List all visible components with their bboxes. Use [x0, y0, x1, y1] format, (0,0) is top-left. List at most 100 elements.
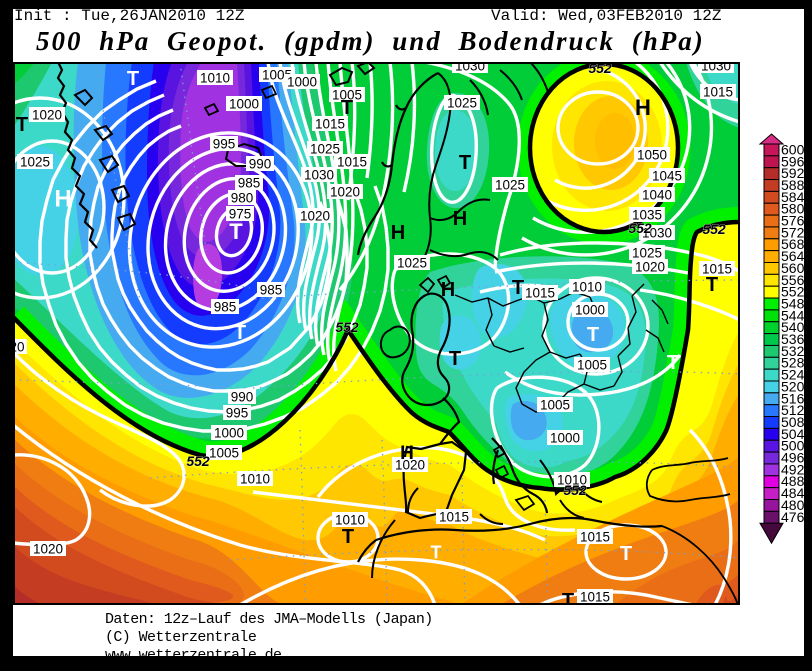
- svg-text:520: 520: [781, 378, 805, 394]
- svg-text:980: 980: [231, 191, 254, 206]
- svg-text:548: 548: [781, 295, 805, 311]
- svg-text:1020: 1020: [395, 458, 425, 473]
- svg-text:H: H: [441, 279, 455, 301]
- svg-text:T: T: [449, 348, 461, 370]
- svg-text:T: T: [342, 526, 354, 548]
- svg-text:1025: 1025: [397, 256, 427, 271]
- svg-text:540: 540: [781, 319, 805, 335]
- svg-text:552: 552: [588, 62, 612, 76]
- svg-text:H: H: [400, 443, 414, 464]
- svg-text:1010: 1010: [335, 513, 365, 528]
- svg-text:1015: 1015: [580, 530, 610, 545]
- svg-text:H: H: [54, 186, 71, 213]
- svg-text:1025: 1025: [20, 155, 50, 170]
- svg-text:H: H: [453, 208, 467, 230]
- svg-text:1025: 1025: [632, 246, 662, 261]
- svg-text:556: 556: [781, 272, 805, 288]
- svg-text:524: 524: [781, 367, 805, 383]
- svg-text:1030: 1030: [304, 168, 334, 183]
- svg-text:T: T: [234, 322, 246, 344]
- svg-text:488: 488: [781, 473, 805, 489]
- svg-text:552: 552: [186, 453, 210, 469]
- svg-text:1020: 1020: [32, 108, 62, 123]
- svg-text:536: 536: [781, 331, 805, 347]
- svg-text:1030: 1030: [642, 226, 672, 241]
- svg-text:T: T: [127, 68, 139, 90]
- svg-text:T: T: [16, 114, 28, 136]
- svg-text:H: H: [391, 222, 405, 244]
- svg-text:T: T: [341, 97, 353, 119]
- svg-text:572: 572: [781, 224, 805, 240]
- svg-text:1030: 1030: [701, 62, 731, 74]
- svg-text:580: 580: [781, 201, 805, 217]
- svg-text:1015: 1015: [703, 85, 733, 100]
- svg-text:1015: 1015: [337, 155, 367, 170]
- svg-text:1010: 1010: [557, 473, 587, 488]
- svg-text:496: 496: [781, 450, 805, 466]
- svg-text:1000: 1000: [287, 75, 317, 90]
- svg-text:516: 516: [781, 390, 805, 406]
- svg-text:985: 985: [214, 300, 237, 315]
- svg-text:1040: 1040: [642, 188, 672, 203]
- svg-text:1010: 1010: [240, 472, 270, 487]
- svg-text:1015: 1015: [702, 262, 732, 277]
- svg-text:528: 528: [781, 355, 805, 371]
- svg-text:588: 588: [781, 177, 805, 193]
- svg-text:1005: 1005: [209, 446, 239, 461]
- svg-text:975: 975: [229, 207, 252, 222]
- svg-text:492: 492: [781, 461, 805, 477]
- svg-text:1025: 1025: [447, 96, 477, 111]
- svg-text:995: 995: [213, 137, 236, 152]
- svg-text:596: 596: [781, 153, 805, 169]
- svg-text:1005: 1005: [332, 88, 362, 103]
- svg-text:1000: 1000: [575, 303, 605, 318]
- svg-text:504: 504: [781, 426, 805, 442]
- svg-text:532: 532: [781, 343, 805, 359]
- svg-text:990: 990: [231, 390, 254, 405]
- svg-text:1045: 1045: [652, 169, 682, 184]
- svg-text:1020: 1020: [300, 209, 330, 224]
- svg-text:1000: 1000: [229, 97, 259, 112]
- svg-text:1030: 1030: [455, 62, 485, 74]
- svg-text:476: 476: [781, 509, 805, 525]
- svg-text:T: T: [562, 590, 574, 605]
- svg-text:1020: 1020: [330, 185, 360, 200]
- svg-text:985: 985: [238, 176, 261, 191]
- svg-text:990: 990: [249, 157, 272, 172]
- svg-text:985: 985: [260, 283, 283, 298]
- svg-text:592: 592: [781, 165, 805, 181]
- svg-text:1050: 1050: [637, 148, 667, 163]
- svg-text:1015: 1015: [439, 510, 469, 525]
- svg-text:552: 552: [563, 482, 587, 498]
- svg-text:1025: 1025: [310, 142, 340, 157]
- svg-text:995: 995: [226, 406, 249, 421]
- svg-text:1010: 1010: [200, 71, 230, 86]
- svg-text:480: 480: [781, 497, 805, 513]
- svg-text:500: 500: [781, 438, 805, 454]
- svg-text:1000: 1000: [550, 431, 580, 446]
- svg-text:T: T: [587, 324, 599, 346]
- svg-text:1005: 1005: [540, 398, 570, 413]
- svg-text:568: 568: [781, 236, 805, 252]
- svg-text:552: 552: [335, 319, 359, 335]
- svg-text:584: 584: [781, 189, 805, 205]
- svg-text:T: T: [667, 352, 679, 374]
- svg-text:1025: 1025: [495, 178, 525, 193]
- svg-text:1020: 1020: [635, 260, 665, 275]
- svg-text:508: 508: [781, 414, 805, 430]
- svg-text:1015: 1015: [525, 286, 555, 301]
- svg-text:512: 512: [781, 402, 805, 418]
- svg-text:T: T: [431, 542, 442, 562]
- svg-text:1000: 1000: [214, 426, 244, 441]
- svg-text:1015: 1015: [580, 590, 610, 605]
- svg-text:544: 544: [781, 307, 805, 323]
- svg-text:564: 564: [781, 248, 805, 264]
- svg-text:H: H: [635, 95, 651, 120]
- svg-text:576: 576: [781, 213, 805, 229]
- svg-text:20: 20: [13, 340, 25, 355]
- svg-text:560: 560: [781, 260, 805, 276]
- svg-text:1035: 1035: [632, 208, 662, 223]
- svg-text:1020: 1020: [33, 542, 63, 557]
- svg-text:T: T: [459, 152, 471, 174]
- svg-text:1010: 1010: [572, 280, 602, 295]
